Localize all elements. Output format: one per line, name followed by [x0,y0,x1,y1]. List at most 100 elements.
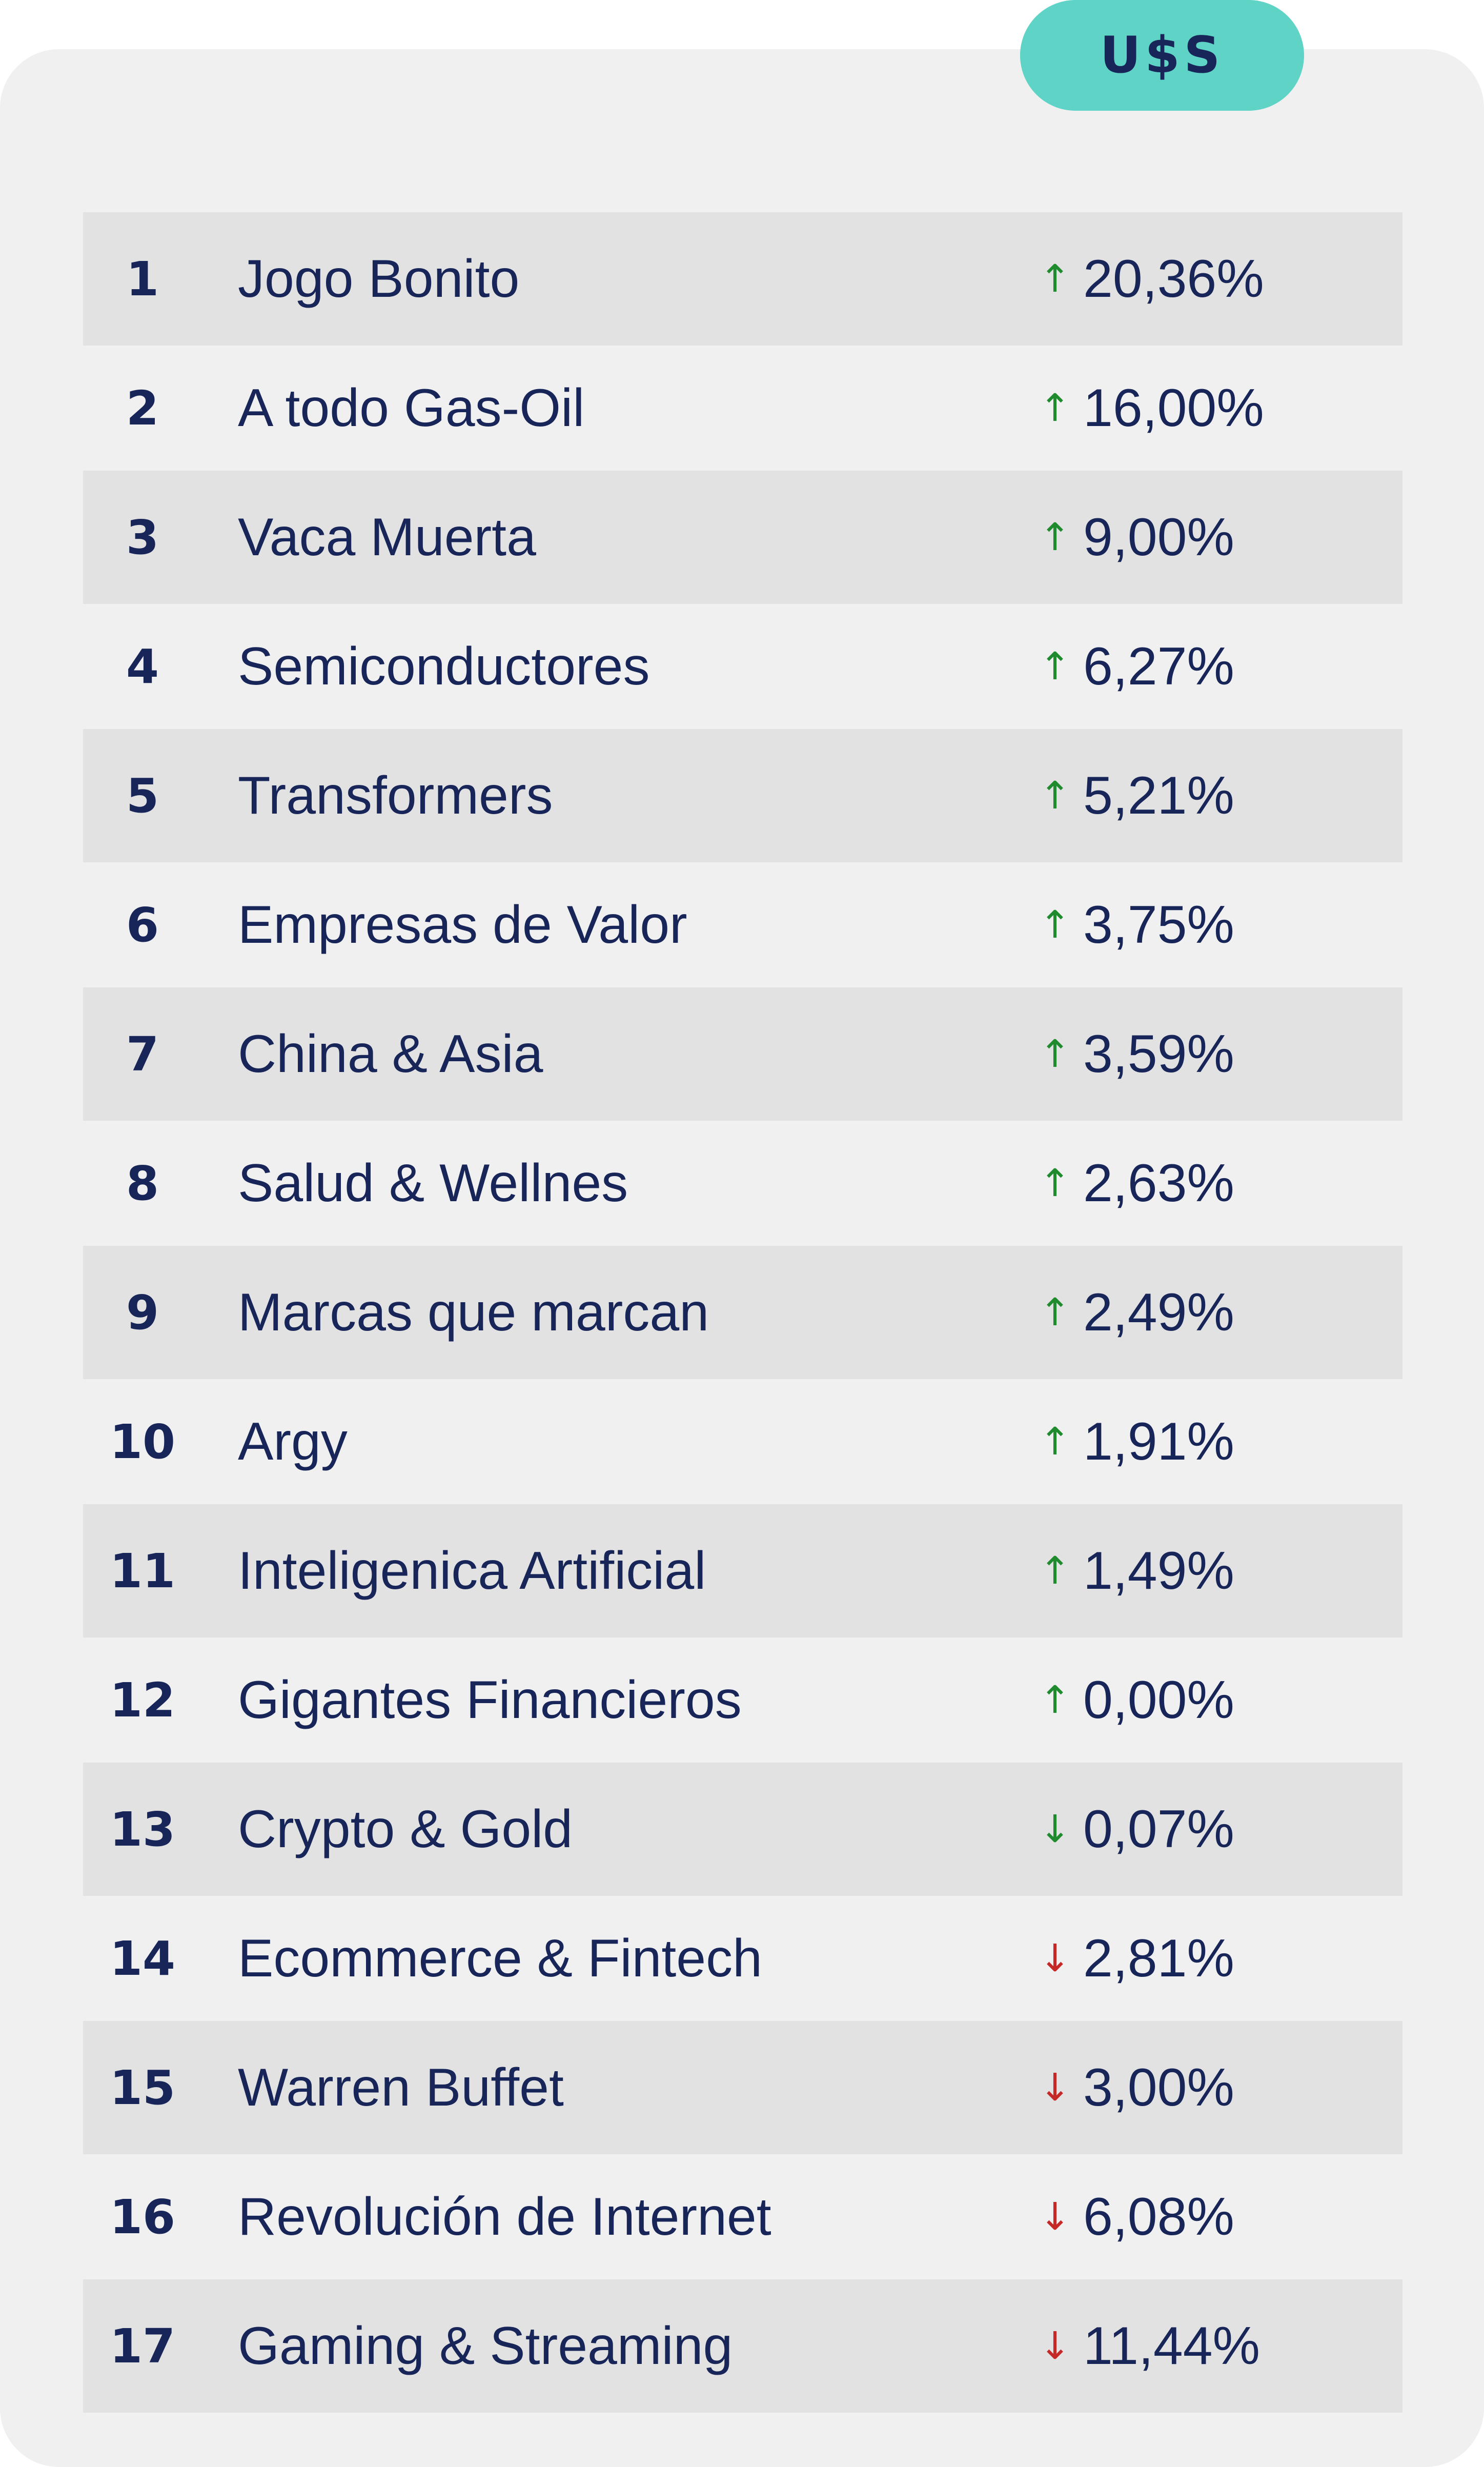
ranking-row: 5 Transformers ↑ 5,21% [83,729,1402,862]
rank-number: 17 [109,2318,176,2374]
portfolio-name: Crypto & Gold [238,1799,573,1859]
return-value: ↓ 6,08% [1039,2150,1234,2283]
return-percent: 16,00% [1083,378,1264,438]
ranking-row: 7 China & Asia ↑ 3,59% [83,987,1402,1121]
rank-number: 16 [109,2189,176,2244]
ranking-card: 1 Jogo Bonito ↑ 20,36% 2 A todo Gas-Oil … [0,49,1484,2467]
arrow-up-icon: ↑ [1039,903,1071,947]
ranking-row: 15 Warren Buffet ↓ 3,00% [83,2021,1402,2154]
return-percent: 1,91% [1083,1411,1234,1471]
rank-number: 12 [109,1672,176,1728]
arrow-down-icon: ↓ [1039,2195,1071,2239]
return-value: ↑ 0,00% [1039,1633,1234,1767]
rank-number: 8 [126,1156,159,1211]
return-value: ↑ 20,36% [1039,212,1264,346]
portfolio-name: Vaca Muerta [238,507,536,567]
rank-number: 4 [126,639,159,694]
ranking-row: 10 Argy ↑ 1,91% [83,1375,1402,1508]
return-value: ↓ 3,00% [1039,2021,1234,2154]
ranking-row: 9 Marcas que marcan ↑ 2,49% [83,1246,1402,1379]
return-percent: 20,36% [1083,249,1264,309]
arrow-down-icon: ↓ [1039,2066,1071,2110]
portfolio-name: Transformers [238,765,553,825]
return-value: ↑ 5,21% [1039,729,1234,862]
return-percent: 9,00% [1083,507,1234,567]
return-value: ↓ 0,07% [1039,1763,1234,1896]
return-percent: 5,21% [1083,765,1234,825]
return-percent: 3,00% [1083,2057,1234,2117]
return-percent: 2,63% [1083,1153,1234,1213]
arrow-up-icon: ↑ [1039,774,1071,818]
rank-number: 6 [126,897,159,953]
portfolio-name: Revolución de Internet [238,2187,771,2247]
portfolio-name: A todo Gas-Oil [238,378,585,438]
rank-number: 10 [109,1414,176,1469]
return-value: ↑ 2,49% [1039,1246,1234,1379]
return-percent: 11,44% [1083,2316,1261,2376]
return-percent: 0,00% [1083,1670,1234,1730]
return-value: ↑ 3,59% [1039,987,1234,1121]
ranking-row: 8 Salud & Wellnes ↑ 2,63% [83,1117,1402,1250]
return-percent: 2,81% [1083,1928,1234,1988]
return-value: ↓ 2,81% [1039,1892,1234,2025]
rank-number: 2 [126,380,159,436]
rank-number: 7 [126,1026,159,1082]
arrow-down-icon: ↓ [1039,2324,1071,2368]
portfolio-name: Gigantes Financieros [238,1670,742,1730]
rank-number: 1 [126,251,159,307]
rank-number: 3 [126,510,159,565]
ranking-row: 14 Ecommerce & Fintech ↓ 2,81% [83,1892,1402,2025]
arrow-up-icon: ↑ [1039,515,1071,559]
arrow-up-icon: ↑ [1039,1549,1071,1593]
return-value: ↓ 11,44% [1039,2279,1260,2413]
return-percent: 2,49% [1083,1282,1234,1342]
return-value: ↑ 6,27% [1039,600,1234,733]
rank-number: 11 [109,1543,176,1599]
ranking-row: 2 A todo Gas-Oil ↑ 16,00% [83,341,1402,475]
rank-number: 15 [109,2060,176,2115]
arrow-up-icon: ↑ [1039,386,1071,430]
ranking-row: 12 Gigantes Financieros ↑ 0,00% [83,1633,1402,1767]
return-percent: 3,75% [1083,895,1234,955]
ranking-row: 16 Revolución de Internet ↓ 6,08% [83,2150,1402,2283]
portfolio-name: Salud & Wellnes [238,1153,628,1213]
return-value: ↑ 16,00% [1039,341,1264,475]
arrow-down-icon: ↓ [1039,1936,1071,1980]
rank-number: 14 [109,1931,176,1986]
currency-badge: U$S [1020,0,1304,111]
arrow-up-icon: ↑ [1039,1420,1071,1464]
portfolio-name: Gaming & Streaming [238,2316,733,2376]
return-percent: 1,49% [1083,1541,1234,1601]
ranking-row: 6 Empresas de Valor ↑ 3,75% [83,858,1402,992]
portfolio-name: China & Asia [238,1024,543,1084]
return-percent: 0,07% [1083,1799,1234,1859]
arrow-down-icon: ↓ [1039,1807,1071,1851]
rank-number: 5 [126,768,159,823]
arrow-up-icon: ↑ [1039,1678,1071,1722]
portfolio-name: Warren Buffet [238,2057,564,2117]
arrow-up-icon: ↑ [1039,1290,1071,1334]
portfolio-name: Inteligenica Artificial [238,1541,706,1601]
portfolio-name: Marcas que marcan [238,1282,709,1342]
arrow-up-icon: ↑ [1039,644,1071,689]
arrow-up-icon: ↑ [1039,1161,1071,1205]
return-value: ↑ 3,75% [1039,858,1234,992]
ranking-row: 11 Inteligenica Artificial ↑ 1,49% [83,1504,1402,1637]
return-percent: 6,08% [1083,2187,1234,2247]
ranking-row: 1 Jogo Bonito ↑ 20,36% [83,212,1402,346]
portfolio-name: Empresas de Valor [238,895,687,955]
rank-number: 13 [109,1802,176,1857]
ranking-row: 13 Crypto & Gold ↓ 0,07% [83,1763,1402,1896]
return-value: ↑ 2,63% [1039,1117,1234,1250]
rank-number: 9 [126,1285,159,1340]
return-value: ↑ 1,91% [1039,1375,1234,1508]
return-percent: 6,27% [1083,636,1234,696]
ranking-row: 17 Gaming & Streaming ↓ 11,44% [83,2279,1402,2413]
portfolio-name: Argy [238,1411,348,1471]
portfolio-name: Jogo Bonito [238,249,520,309]
ranking-row: 4 Semiconductores ↑ 6,27% [83,600,1402,733]
return-percent: 3,59% [1083,1024,1234,1084]
return-value: ↑ 1,49% [1039,1504,1234,1637]
arrow-up-icon: ↑ [1039,1032,1071,1076]
ranking-row: 3 Vaca Muerta ↑ 9,00% [83,471,1402,604]
